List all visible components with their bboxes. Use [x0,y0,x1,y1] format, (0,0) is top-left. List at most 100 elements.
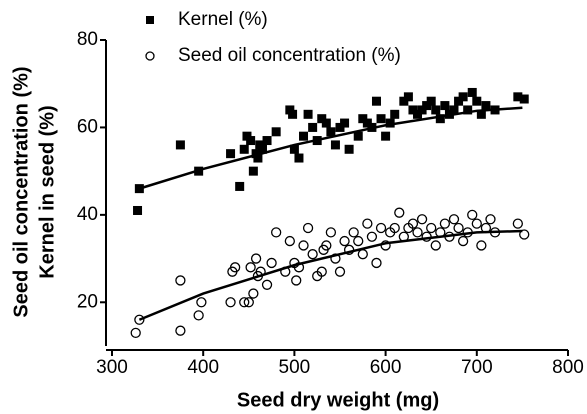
data-point [421,231,432,242]
data-point [229,262,241,273]
y-tick-label: 20 [77,291,98,312]
data-point [463,105,473,115]
data-point [513,92,523,102]
data-point [426,96,436,106]
data-point [302,222,314,234]
data-point [326,127,336,137]
data-point [289,144,299,154]
data-point [376,114,386,124]
data-point [225,297,236,308]
y-tick-label: 40 [77,204,98,225]
y-axis-label: Kernel in seed (%) [36,105,58,278]
data-point [422,101,432,111]
data-point [196,297,207,308]
x-tick-label: 300 [96,357,128,378]
data-point [413,109,423,119]
data-point [348,227,359,238]
data-point [248,166,258,176]
data-point [266,257,277,269]
data-point [133,205,143,215]
data-point [366,231,378,242]
data-point [481,101,491,111]
data-point [340,118,350,128]
data-point [457,235,469,247]
data-point [307,249,318,260]
data-point [390,109,400,119]
data-point [261,279,273,290]
data-point [476,240,487,251]
data-point [398,231,409,242]
y-tick-label: 60 [77,116,98,137]
data-point [408,105,418,115]
data-point [239,297,250,308]
x-axis-label: Seed dry weight (mg) [237,389,439,411]
data-point [294,153,304,163]
data-point [519,229,530,240]
data-point [454,96,464,106]
data-point [271,227,282,238]
x-tick-label: 800 [552,357,584,378]
legend-label: Kernel (%) [178,9,268,30]
data-point [357,249,368,260]
data-point [250,253,262,264]
data-point [416,214,428,225]
data-point [245,262,256,273]
data-point [339,235,350,247]
data-point [312,136,322,146]
data-point [440,101,450,111]
data-point [435,227,446,238]
data-point [462,227,473,238]
data-point [298,240,309,251]
data-point [317,114,327,124]
data-point [385,118,395,128]
data-point [472,96,482,106]
data-point [253,153,263,163]
data-point [371,257,382,269]
data-point [403,92,413,102]
data-point [308,122,318,132]
data-point [288,109,298,119]
data-point [394,207,405,218]
data-point [399,96,409,106]
data-point [271,127,281,137]
data-point [389,222,400,234]
data-point [490,105,500,115]
data-point [175,275,186,286]
data-point [480,222,492,234]
legend-marker [146,16,154,24]
data-point [334,266,346,277]
data-point [321,118,331,128]
data-point [353,235,364,247]
data-point [193,310,204,321]
data-point [471,218,482,229]
data-point [375,222,387,234]
data-point [489,227,501,238]
data-point [130,327,141,339]
data-point [367,122,377,132]
x-tick-label: 500 [279,357,311,378]
data-point [134,314,145,325]
data-point [519,94,529,104]
trend-line [138,106,523,190]
data-point [512,218,523,229]
data-point [226,149,236,159]
x-tick-label: 600 [370,357,402,378]
data-point [449,105,459,115]
data-point [284,235,295,247]
data-point [362,118,372,128]
data-point [235,181,245,191]
data-point [353,131,363,141]
data-point [362,218,373,229]
data-point [175,325,186,336]
data-point [321,240,332,251]
data-point [448,214,460,225]
y-axis-label: Seed oil concentration (%) [10,66,32,317]
data-point [467,209,478,221]
data-point [343,244,355,255]
data-point [417,105,427,115]
data-point [293,262,305,273]
data-point [430,240,441,251]
data-point [303,109,313,119]
data-point [476,109,486,119]
